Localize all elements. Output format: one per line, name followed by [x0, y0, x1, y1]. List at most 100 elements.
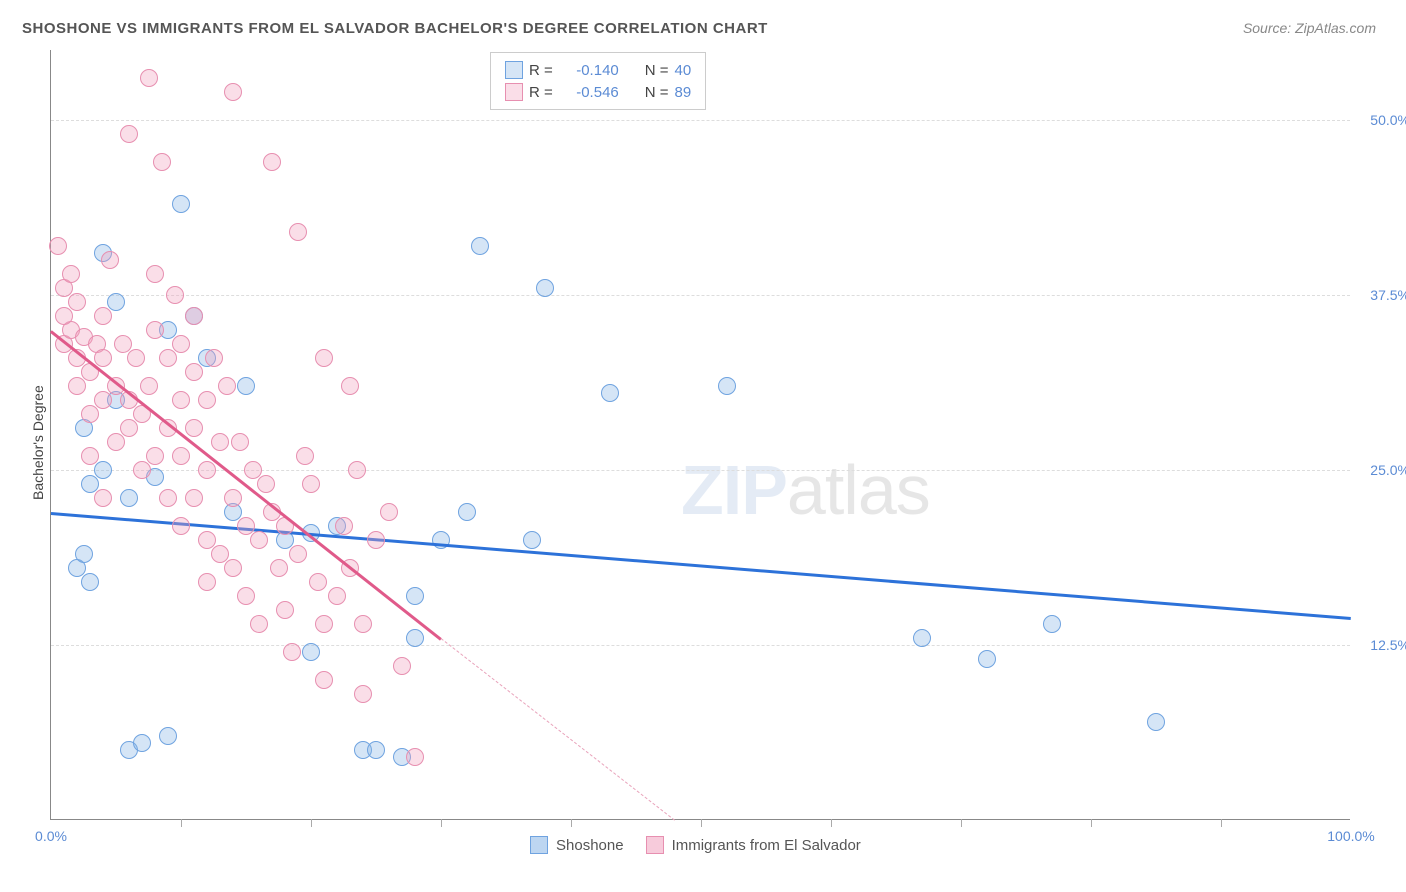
x-tick [1091, 819, 1092, 827]
legend-label: Shoshone [556, 837, 624, 854]
data-point [94, 349, 112, 367]
data-point [120, 489, 138, 507]
data-point [458, 503, 476, 521]
data-point [289, 223, 307, 241]
data-point [172, 517, 190, 535]
data-point [302, 475, 320, 493]
data-point [211, 433, 229, 451]
data-point [380, 503, 398, 521]
data-point [471, 237, 489, 255]
data-point [127, 349, 145, 367]
data-point [107, 293, 125, 311]
data-point [348, 461, 366, 479]
legend-r-value: -0.140 [559, 62, 619, 79]
correlation-legend: R =-0.140N =40R =-0.546N =89 [490, 52, 706, 110]
data-point [218, 377, 236, 395]
data-point [296, 447, 314, 465]
data-point [55, 307, 73, 325]
data-point [315, 615, 333, 633]
data-point [185, 307, 203, 325]
data-point [309, 573, 327, 591]
x-tick [311, 819, 312, 827]
data-point [81, 573, 99, 591]
data-point [315, 671, 333, 689]
legend-item: Immigrants from El Salvador [646, 836, 861, 854]
gridline [51, 645, 1350, 646]
y-tick-label: 25.0% [1360, 462, 1406, 478]
data-point [101, 251, 119, 269]
y-tick-label: 37.5% [1360, 287, 1406, 303]
data-point [231, 433, 249, 451]
data-point [601, 384, 619, 402]
data-point [81, 447, 99, 465]
data-point [367, 741, 385, 759]
y-tick-label: 12.5% [1360, 637, 1406, 653]
legend-item: Shoshone [530, 836, 624, 854]
data-point [354, 615, 372, 633]
data-point [146, 447, 164, 465]
data-point [198, 391, 216, 409]
data-point [224, 83, 242, 101]
data-point [367, 531, 385, 549]
data-point [283, 643, 301, 661]
data-point [263, 153, 281, 171]
data-point [1043, 615, 1061, 633]
data-point [146, 265, 164, 283]
x-tick-label: 0.0% [35, 828, 67, 844]
data-point [166, 286, 184, 304]
data-point [341, 377, 359, 395]
data-point [250, 615, 268, 633]
data-point [205, 349, 223, 367]
data-point [406, 748, 424, 766]
data-point [250, 531, 268, 549]
data-point [237, 377, 255, 395]
y-axis-label: Bachelor's Degree [30, 385, 46, 500]
legend-swatch [646, 836, 664, 854]
data-point [75, 545, 93, 563]
legend-n-label: N = [645, 62, 669, 79]
data-point [62, 265, 80, 283]
data-point [1147, 713, 1165, 731]
legend-n-value: 40 [675, 62, 692, 79]
legend-label: Immigrants from El Salvador [672, 837, 861, 854]
data-point [257, 475, 275, 493]
data-point [120, 125, 138, 143]
data-point [198, 461, 216, 479]
x-tick-label: 100.0% [1327, 828, 1374, 844]
legend-r-label: R = [529, 62, 553, 79]
data-point [153, 153, 171, 171]
data-point [536, 279, 554, 297]
x-tick [1221, 819, 1222, 827]
data-point [146, 321, 164, 339]
data-point [107, 433, 125, 451]
x-tick [701, 819, 702, 827]
chart-source: Source: ZipAtlas.com [1243, 20, 1376, 36]
data-point [94, 307, 112, 325]
data-point [172, 391, 190, 409]
data-point [159, 489, 177, 507]
data-point [270, 559, 288, 577]
x-tick [571, 819, 572, 827]
data-point [94, 461, 112, 479]
data-point [224, 489, 242, 507]
legend-swatch [505, 83, 523, 101]
data-point [406, 587, 424, 605]
legend-r-value: -0.546 [559, 84, 619, 101]
data-point [354, 685, 372, 703]
data-point [978, 650, 996, 668]
x-tick [831, 819, 832, 827]
gridline [51, 295, 1350, 296]
data-point [523, 531, 541, 549]
data-point [140, 377, 158, 395]
data-point [94, 391, 112, 409]
data-point [172, 335, 190, 353]
plot-area: ZIPatlas 12.5%25.0%37.5%50.0%0.0%100.0% [50, 50, 1350, 820]
data-point [140, 69, 158, 87]
data-point [185, 363, 203, 381]
y-tick-label: 50.0% [1360, 112, 1406, 128]
chart-container: SHOSHONE VS IMMIGRANTS FROM EL SALVADOR … [0, 0, 1406, 892]
data-point [94, 489, 112, 507]
x-tick [181, 819, 182, 827]
data-point [198, 573, 216, 591]
data-point [49, 237, 67, 255]
